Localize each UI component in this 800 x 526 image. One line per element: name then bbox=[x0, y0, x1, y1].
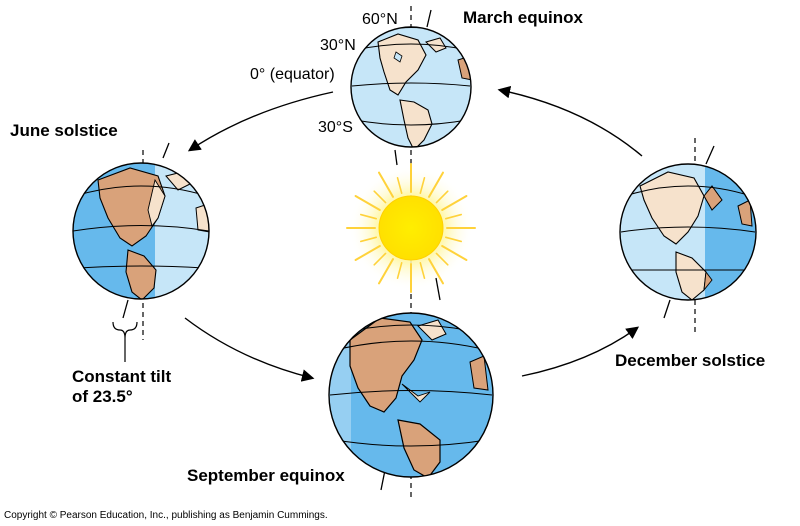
tilt-brace-icon bbox=[112, 321, 138, 339]
december-solstice-label: December solstice bbox=[615, 351, 766, 370]
sun-ray bbox=[444, 213, 463, 220]
earth-march-equinox-globe-icon bbox=[350, 9, 472, 166]
earth-september-equinox-globe-icon bbox=[328, 277, 494, 491]
sun-ray bbox=[378, 171, 394, 198]
sun-ray bbox=[435, 190, 449, 204]
sun-ray bbox=[354, 245, 381, 261]
sun-ray bbox=[354, 195, 381, 211]
sun-ray bbox=[419, 261, 426, 280]
sun-ray bbox=[444, 236, 463, 243]
sun-ray bbox=[441, 245, 468, 261]
sun-ray bbox=[428, 171, 444, 198]
sun-ray bbox=[441, 195, 468, 211]
latitude-label-30s: 30°S bbox=[318, 119, 353, 136]
sun-icon bbox=[346, 163, 476, 293]
latitude-label-equator: 0° (equator) bbox=[250, 66, 335, 83]
june-solstice-label: June solstice bbox=[10, 121, 118, 140]
sun-ray bbox=[373, 190, 387, 204]
orbit-arrow-june-to-september bbox=[184, 317, 315, 382]
latitude-label-30n: 30°N bbox=[320, 37, 356, 54]
constant-tilt-label: Constant tilt of 23.5° bbox=[72, 367, 171, 408]
sun-ray bbox=[435, 252, 449, 266]
september-equinox-label: September equinox bbox=[187, 466, 345, 485]
sun-ray bbox=[396, 261, 403, 280]
orbit-arrow-march-to-june bbox=[187, 91, 334, 152]
constant-tilt-label-line2: of 23.5° bbox=[72, 387, 133, 407]
sun-ray bbox=[359, 236, 378, 243]
copyright-notice: Copyright © Pearson Education, Inc., pub… bbox=[4, 510, 328, 521]
latitude-label-60n: 60°N bbox=[362, 11, 398, 28]
orbit-arrow-september-to-december bbox=[521, 326, 640, 377]
earth-june-solstice-globe-icon bbox=[72, 142, 210, 362]
orbit-arrow-december-to-march bbox=[497, 85, 643, 157]
sun-ray bbox=[419, 176, 426, 195]
march-equinox-label: March equinox bbox=[463, 8, 583, 27]
sun-ray bbox=[359, 213, 378, 220]
earth-december-solstice-globe-icon bbox=[619, 138, 757, 335]
sun-ray bbox=[396, 176, 403, 195]
sun-ray bbox=[373, 252, 387, 266]
sun-ray bbox=[428, 258, 444, 285]
constant-tilt-label-line1: Constant tilt bbox=[72, 367, 172, 386]
sun-ray bbox=[378, 258, 394, 285]
